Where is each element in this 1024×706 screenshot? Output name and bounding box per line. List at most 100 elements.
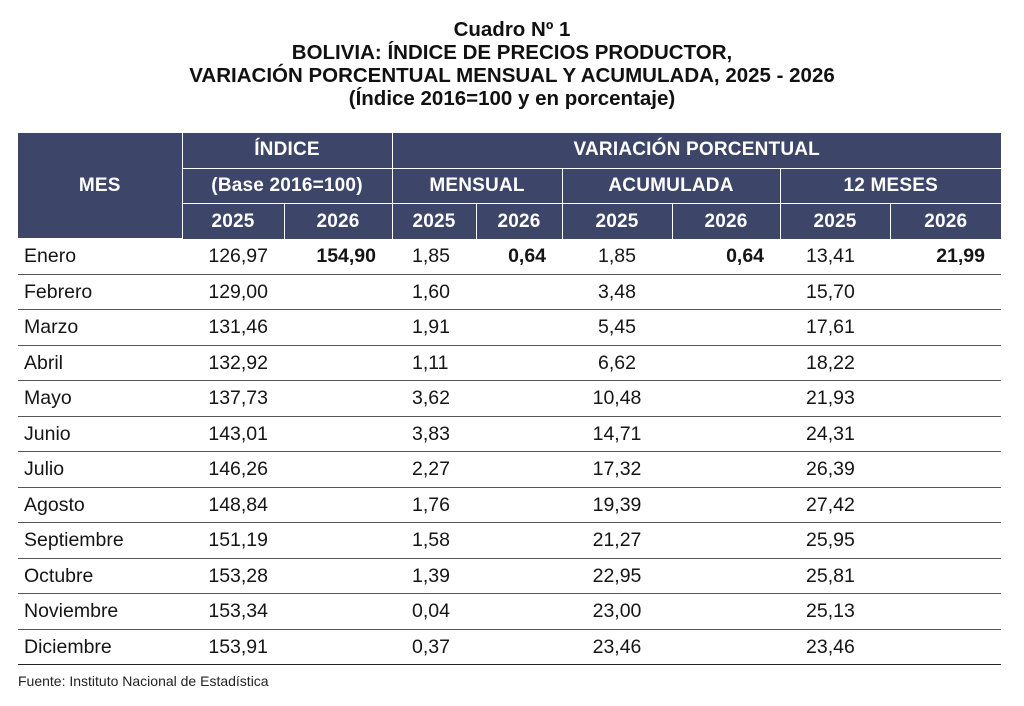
cell-indice-2026 xyxy=(284,416,393,453)
cell-mes: Noviembre xyxy=(18,593,182,630)
cell-12-meses-2026: 21,99 xyxy=(890,238,1002,275)
cell-indice-2025: 153,28 xyxy=(182,558,284,595)
cell-12-meses-2025: 15,70 xyxy=(780,274,891,311)
cell-12-meses-2025: 25,13 xyxy=(780,593,891,630)
cell-indice-2026 xyxy=(284,487,393,524)
cell-12-meses-2025: 27,42 xyxy=(780,487,891,524)
title-line-2: BOLIVIA: ÍNDICE DE PRECIOS PRODUCTOR, xyxy=(291,41,733,64)
table-row: Marzo 131,46 1,91 5,45 17,61 xyxy=(18,309,1002,346)
cell-indice-2025: 153,34 xyxy=(182,593,284,630)
cell-indice-2026 xyxy=(284,629,393,666)
table-row: Octubre 153,28 1,39 22,95 25,81 xyxy=(18,558,1002,595)
cell-acumulada-2025: 23,00 xyxy=(562,593,673,630)
cell-indice-2026 xyxy=(284,274,393,311)
cell-mes: Julio xyxy=(18,451,182,488)
cell-indice-2026 xyxy=(284,345,393,382)
header-year: 2026 xyxy=(890,203,1002,239)
cell-mensual-2025: 0,37 xyxy=(392,629,477,666)
cell-acumulada-2026 xyxy=(672,309,781,346)
header-mensual: MENSUAL xyxy=(392,168,563,205)
cell-12-meses-2025: 18,22 xyxy=(780,345,891,382)
cell-12-meses-2026 xyxy=(890,380,1002,417)
header-year: 2026 xyxy=(284,203,393,239)
cell-indice-2026 xyxy=(284,451,393,488)
cell-indice-2025: 148,84 xyxy=(182,487,284,524)
table-row: Febrero 129,00 1,60 3,48 15,70 xyxy=(18,274,1002,311)
cell-12-meses-2025: 23,46 xyxy=(780,629,891,666)
cell-acumulada-2025: 23,46 xyxy=(562,629,673,666)
cell-acumulada-2026 xyxy=(672,416,781,453)
cell-mensual-2025: 1,58 xyxy=(392,522,477,559)
cell-acumulada-2026: 0,64 xyxy=(672,238,781,275)
cell-mensual-2025: 3,62 xyxy=(392,380,477,417)
cell-mensual-2026 xyxy=(476,558,563,595)
cell-acumulada-2026 xyxy=(672,380,781,417)
cell-12-meses-2025: 25,81 xyxy=(780,558,891,595)
cell-indice-2025: 129,00 xyxy=(182,274,284,311)
header-indice-base: (Base 2016=100) xyxy=(182,168,393,205)
title-line-4: (Índice 2016=100 y en porcentaje) xyxy=(348,87,676,110)
cell-acumulada-2025: 14,71 xyxy=(562,416,673,453)
cell-acumulada-2025: 5,45 xyxy=(562,309,673,346)
table-row: Agosto 148,84 1,76 19,39 27,42 xyxy=(18,487,1002,524)
price-index-table: MES ÍNDICE VARIACIÓN PORCENTUAL (Base 20… xyxy=(18,133,1002,666)
cell-acumulada-2025: 1,85 xyxy=(562,238,673,275)
cell-mensual-2025: 1,60 xyxy=(392,274,477,311)
cell-mensual-2025: 1,85 xyxy=(392,238,477,275)
cell-indice-2025: 126,97 xyxy=(182,238,284,275)
cell-mes: Abril xyxy=(18,345,182,382)
cell-mensual-2025: 1,11 xyxy=(392,345,477,382)
cell-indice-2025: 146,26 xyxy=(182,451,284,488)
cell-acumulada-2026 xyxy=(672,522,781,559)
cell-acumulada-2025: 10,48 xyxy=(562,380,673,417)
cell-12-meses-2026 xyxy=(890,451,1002,488)
cell-mensual-2026 xyxy=(476,274,563,311)
table-row: Mayo 137,73 3,62 10,48 21,93 xyxy=(18,380,1002,417)
cell-indice-2025: 131,46 xyxy=(182,309,284,346)
cell-12-meses-2026 xyxy=(890,274,1002,311)
table-row: Enero 126,97 154,90 1,85 0,64 1,85 0,64 13,41 21… xyxy=(18,238,1002,275)
cell-12-meses-2025: 17,61 xyxy=(780,309,891,346)
cell-acumulada-2026 xyxy=(672,451,781,488)
cell-12-meses-2026 xyxy=(890,629,1002,666)
cell-mensual-2025: 1,39 xyxy=(392,558,477,595)
cell-indice-2025: 151,19 xyxy=(182,522,284,559)
cell-12-meses-2026 xyxy=(890,522,1002,559)
header-mes: MES xyxy=(18,133,183,240)
table-body: Enero 126,97 154,90 1,85 0,64 1,85 0,64 13,41 21… xyxy=(18,238,1002,666)
cell-acumulada-2025: 17,32 xyxy=(562,451,673,488)
cell-acumulada-2025: 6,62 xyxy=(562,345,673,382)
header-12-meses: 12 MESES xyxy=(780,168,1002,205)
table-row: Septiembre 151,19 1,58 21,27 25,95 xyxy=(18,522,1002,559)
cell-mensual-2026 xyxy=(476,451,563,488)
cell-mes: Enero xyxy=(18,238,182,275)
cell-acumulada-2025: 22,95 xyxy=(562,558,673,595)
table-row: Junio 143,01 3,83 14,71 24,31 xyxy=(18,416,1002,453)
cell-12-meses-2026 xyxy=(890,558,1002,595)
cell-mensual-2026 xyxy=(476,629,563,666)
cell-indice-2026 xyxy=(284,522,393,559)
cell-mensual-2025: 1,76 xyxy=(392,487,477,524)
header-year: 2026 xyxy=(476,203,563,239)
cell-mensual-2026 xyxy=(476,522,563,559)
cell-12-meses-2025: 21,93 xyxy=(780,380,891,417)
cell-acumulada-2026 xyxy=(672,274,781,311)
cell-indice-2026 xyxy=(284,309,393,346)
cell-indice-2026 xyxy=(284,593,393,630)
cell-12-meses-2026 xyxy=(890,487,1002,524)
cell-indice-2025: 143,01 xyxy=(182,416,284,453)
cell-mensual-2025: 2,27 xyxy=(392,451,477,488)
table-row: Julio 146,26 2,27 17,32 26,39 xyxy=(18,451,1002,488)
cell-12-meses-2026 xyxy=(890,345,1002,382)
cell-mensual-2025: 3,83 xyxy=(392,416,477,453)
table-row: Abril 132,92 1,11 6,62 18,22 xyxy=(18,345,1002,382)
source-note: Fuente: Instituto Nacional de Estadístic… xyxy=(18,673,269,689)
cell-mes: Septiembre xyxy=(18,522,182,559)
cell-indice-2026: 154,90 xyxy=(284,238,393,275)
cell-mensual-2026 xyxy=(476,380,563,417)
header-variacion: VARIACIÓN PORCENTUAL xyxy=(392,133,1002,169)
cell-12-meses-2026 xyxy=(890,593,1002,630)
cell-acumulada-2026 xyxy=(672,345,781,382)
cell-12-meses-2026 xyxy=(890,309,1002,346)
cell-12-meses-2025: 24,31 xyxy=(780,416,891,453)
